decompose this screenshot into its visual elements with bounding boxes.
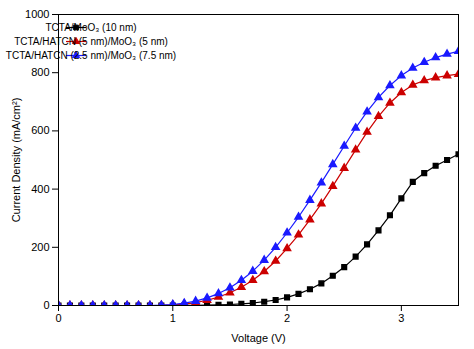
svg-text:TCTA/HATCN (2.5 nm)/MoO₃ (7.5: TCTA/HATCN (2.5 nm)/MoO₃ (7.5 nm) [6, 50, 176, 61]
svg-text:400: 400 [31, 183, 49, 195]
svg-text:TCTA/HATCN (5 nm)/MoO₃ (5 nm): TCTA/HATCN (5 nm)/MoO₃ (5 nm) [14, 36, 168, 47]
svg-text:3: 3 [398, 312, 404, 324]
svg-text:0: 0 [55, 312, 61, 324]
svg-text:Voltage (V): Voltage (V) [231, 332, 285, 344]
svg-text:2: 2 [284, 312, 290, 324]
svg-text:1000: 1000 [25, 8, 49, 20]
svg-text:800: 800 [31, 66, 49, 78]
svg-text:1: 1 [170, 312, 176, 324]
svg-text:600: 600 [31, 124, 49, 136]
svg-text:200: 200 [31, 241, 49, 253]
svg-text:TCTA/MoO₃ (10 nm): TCTA/MoO₃ (10 nm) [45, 22, 136, 33]
svg-text:Current Density (mA/cm²): Current Density (mA/cm²) [10, 98, 22, 223]
svg-text:0: 0 [43, 299, 49, 311]
